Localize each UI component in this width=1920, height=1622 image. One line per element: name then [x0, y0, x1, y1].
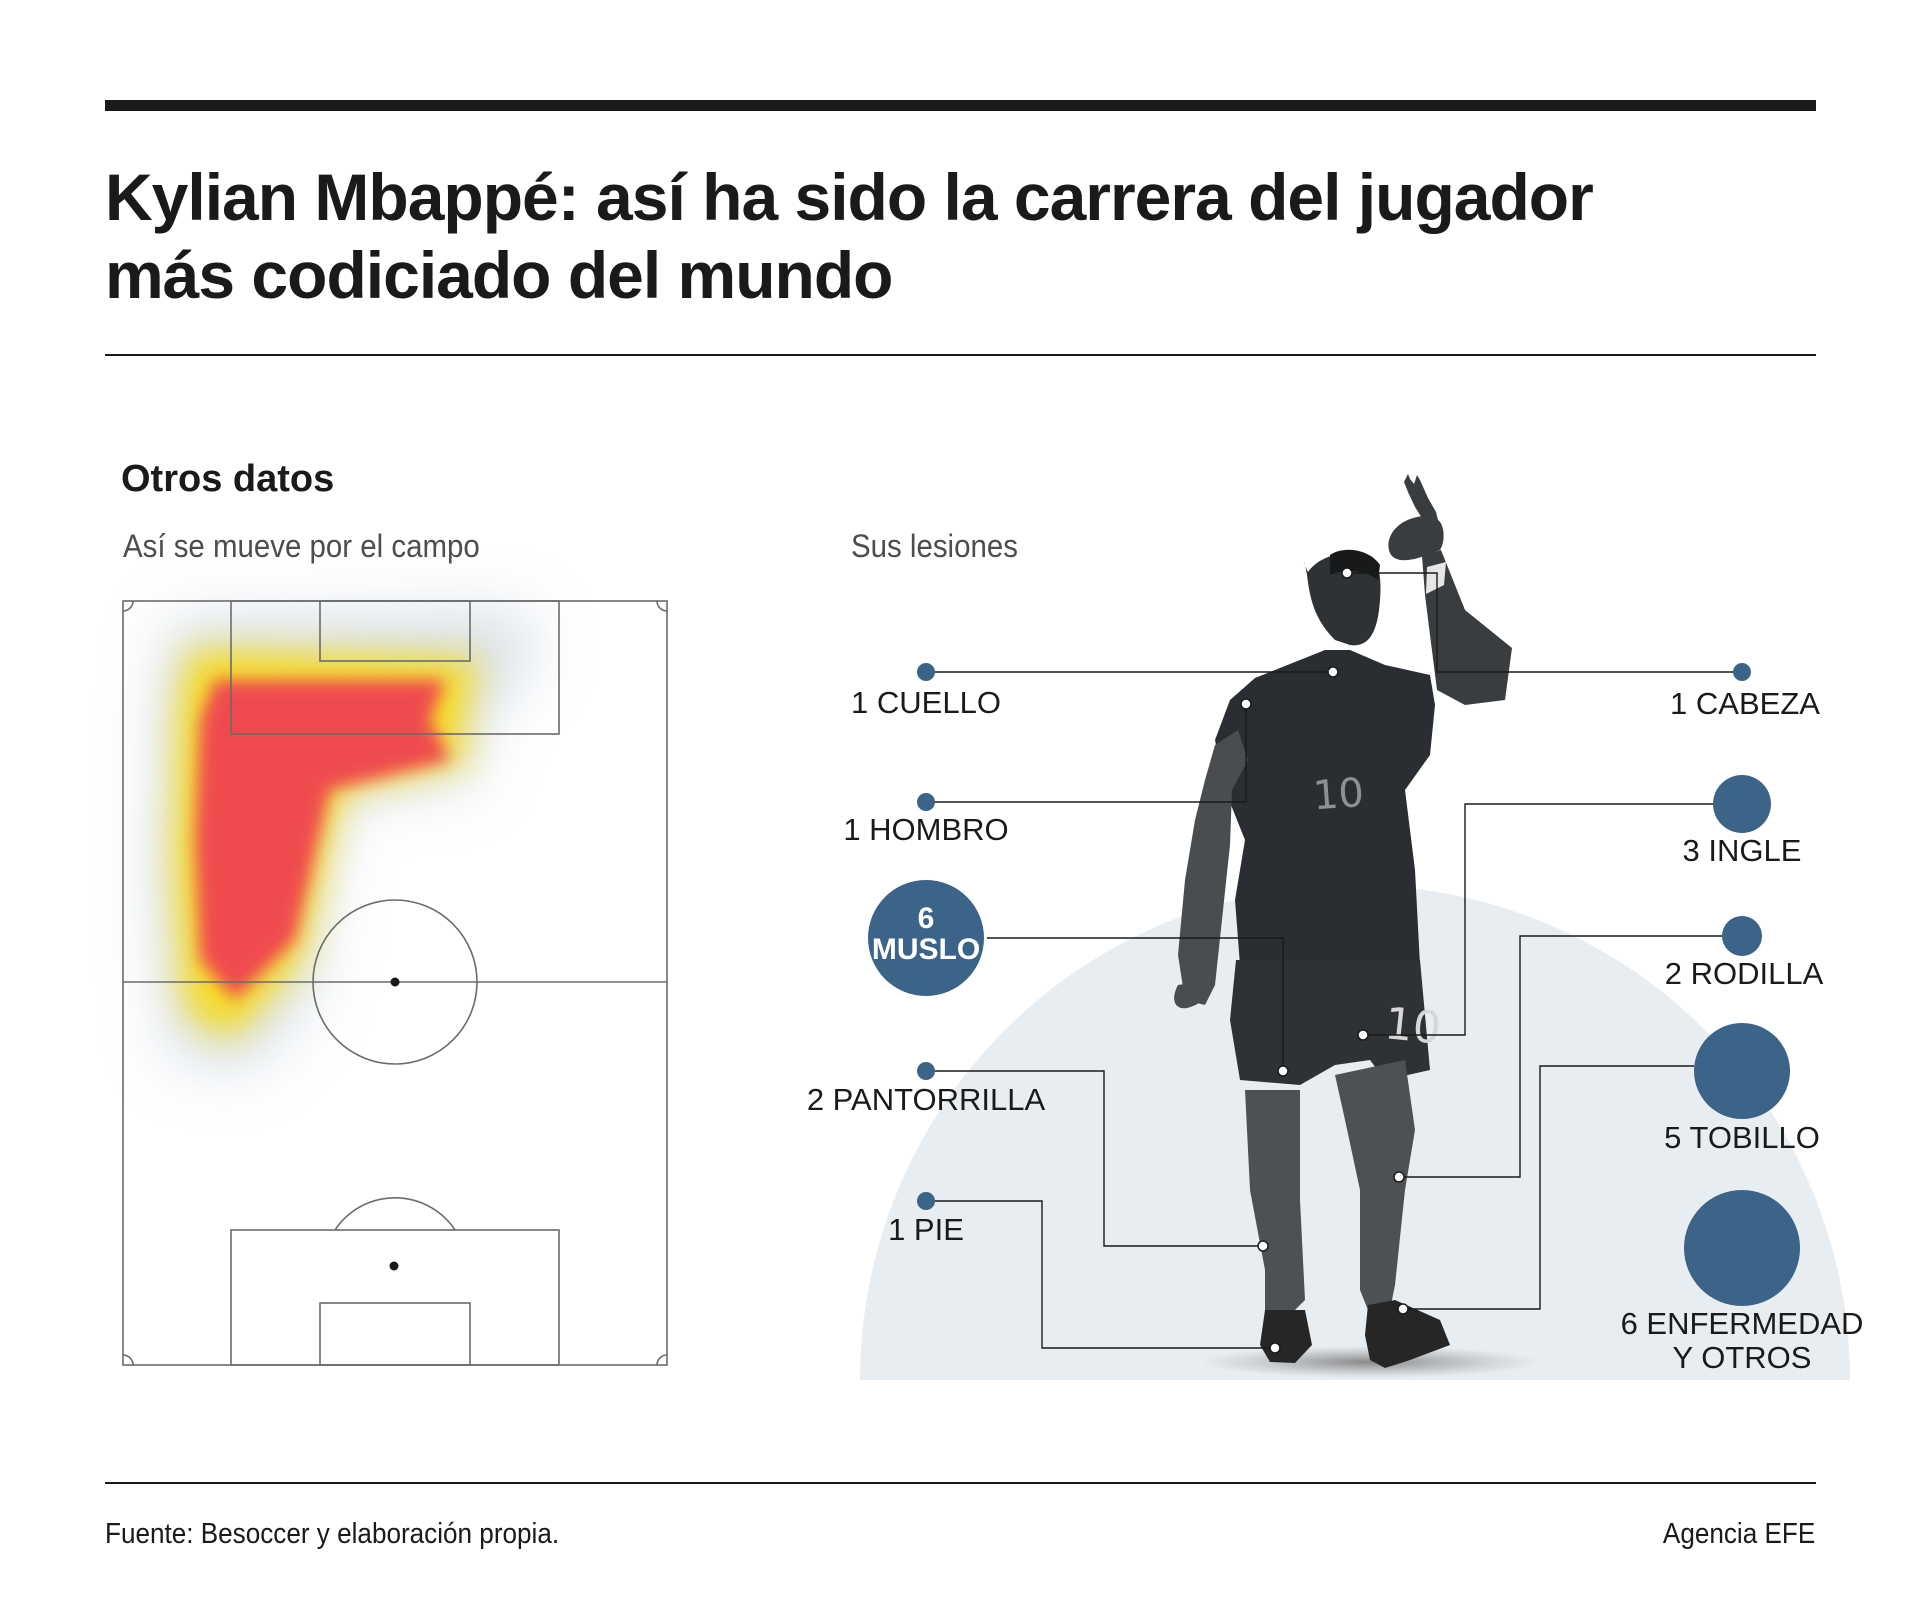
agency-credit: Agencia EFE — [1662, 1518, 1815, 1550]
bubble-hombro — [917, 793, 935, 811]
title-line-1: Kylian Mbappé: así ha sido la carrera de… — [105, 160, 1594, 234]
label-enfermedad-line2: Y OTROS — [1673, 1340, 1812, 1375]
label-rodilla: 2 RODILLA — [1665, 956, 1824, 991]
bubble-cabeza — [1733, 663, 1751, 681]
page-title: Kylian Mbappé: así ha sido la carrera de… — [105, 158, 1816, 314]
title-divider — [105, 354, 1816, 356]
label-tobillo: 5 TOBILLO — [1664, 1120, 1820, 1155]
jersey-number: 10 — [1311, 770, 1365, 819]
anchor-pie — [1269, 1342, 1281, 1354]
connector-pie — [926, 1200, 1275, 1349]
connector-rodilla — [1399, 935, 1722, 1178]
title-line-2: más codiciado del mundo — [105, 238, 893, 312]
bubble-cuello — [917, 663, 935, 681]
bubble-muslo — [868, 880, 984, 996]
anchor-tobillo — [1397, 1303, 1409, 1315]
player-figure: 10 10 — [1174, 474, 1512, 1368]
bubble-pie — [917, 1192, 935, 1210]
anchor-pantorrilla — [1257, 1240, 1269, 1252]
footer-divider — [105, 1482, 1816, 1484]
bubble-tobillo — [1694, 1023, 1790, 1119]
anchor-ingle — [1357, 1029, 1369, 1041]
label-muslo-name: MUSLO — [872, 933, 980, 966]
section-title: Otros datos — [121, 458, 335, 500]
heatmap-subtitle: Así se mueve por el campo — [123, 528, 480, 564]
connector-pantorrilla — [926, 1070, 1263, 1247]
connector-hombro — [926, 704, 1247, 803]
label-hombro: 1 HOMBRO — [843, 812, 1008, 847]
top-rule — [105, 100, 1816, 111]
anchor-hombro — [1240, 698, 1252, 710]
bubble-enfermedad — [1684, 1190, 1800, 1306]
label-enfermedad-line1: 6 ENFERMEDAD — [1621, 1306, 1864, 1341]
connector-muslo — [987, 937, 1284, 1071]
anchor-rodilla — [1393, 1171, 1405, 1183]
label-pantorrilla: 2 PANTORRILLA — [807, 1082, 1046, 1117]
bubble-pantorrilla — [917, 1062, 935, 1080]
label-ingle: 3 INGLE — [1683, 833, 1802, 868]
shorts-number: 10 — [1382, 998, 1443, 1055]
label-cabeza: 1 CABEZA — [1670, 686, 1820, 721]
connector-lines — [926, 572, 1742, 1349]
label-pie: 1 PIE — [888, 1212, 964, 1247]
bubble-rodilla — [1722, 916, 1762, 956]
connector-tobillo — [1403, 1065, 1694, 1310]
label-cuello: 1 CUELLO — [851, 685, 1001, 720]
anchor-cuello — [1327, 666, 1339, 678]
anchor-cabeza — [1341, 567, 1353, 579]
bubble-ingle — [1713, 775, 1771, 833]
label-muslo-count: 6 — [918, 902, 935, 935]
connector-cabeza — [1347, 572, 1742, 673]
connector-ingle — [1363, 803, 1718, 1036]
anchor-muslo — [1277, 1065, 1289, 1077]
source-note: Fuente: Besoccer y elaboración propia. — [105, 1518, 560, 1550]
injuries-subtitle: Sus lesiones — [851, 528, 1018, 564]
